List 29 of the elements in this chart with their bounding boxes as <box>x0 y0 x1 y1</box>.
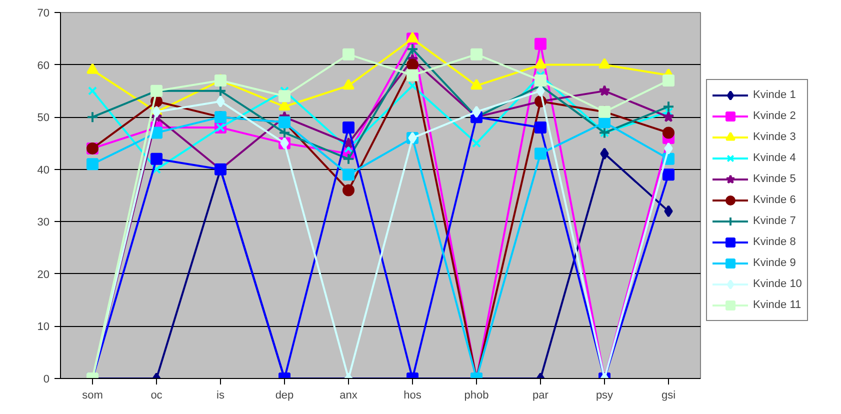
x-tick-label: hos <box>404 390 422 402</box>
legend-label: Kvinde 3 <box>753 131 796 143</box>
x-tick-label: phob <box>464 390 489 402</box>
legend-label: Kvinde 4 <box>753 152 796 164</box>
x-tick-label: par <box>532 390 549 402</box>
legend-label: Kvinde 9 <box>753 257 796 269</box>
x-tick-label: psy <box>596 390 614 402</box>
x-tick-label: som <box>82 390 103 402</box>
legend-label: Kvinde 1 <box>753 89 796 101</box>
x-tick-label: dep <box>275 390 294 402</box>
x-tick-label: oc <box>150 390 163 402</box>
y-tick-label: 30 <box>37 216 50 229</box>
legend-label: Kvinde 10 <box>753 278 802 290</box>
y-tick-label: 70 <box>37 8 50 20</box>
y-tick-label: 20 <box>37 268 50 281</box>
y-tick-label: 50 <box>37 112 50 124</box>
x-tick-label: gsi <box>661 390 676 402</box>
x-tick-label: is <box>216 390 225 402</box>
y-tick-label: 60 <box>37 60 50 72</box>
legend-label: Kvinde 2 <box>753 110 796 122</box>
y-tick-label: 0 <box>43 374 50 386</box>
legend-label: Kvinde 8 <box>753 236 796 248</box>
x-tick-label: anx <box>340 390 358 402</box>
y-tick-label: 40 <box>37 164 50 176</box>
legend-label: Kvinde 11 <box>753 299 802 311</box>
y-tick-label: 10 <box>37 321 50 334</box>
legend-label: Kvinde 7 <box>753 215 796 227</box>
legend-label: Kvinde 5 <box>753 173 796 185</box>
legend-label: Kvinde 6 <box>753 194 796 206</box>
